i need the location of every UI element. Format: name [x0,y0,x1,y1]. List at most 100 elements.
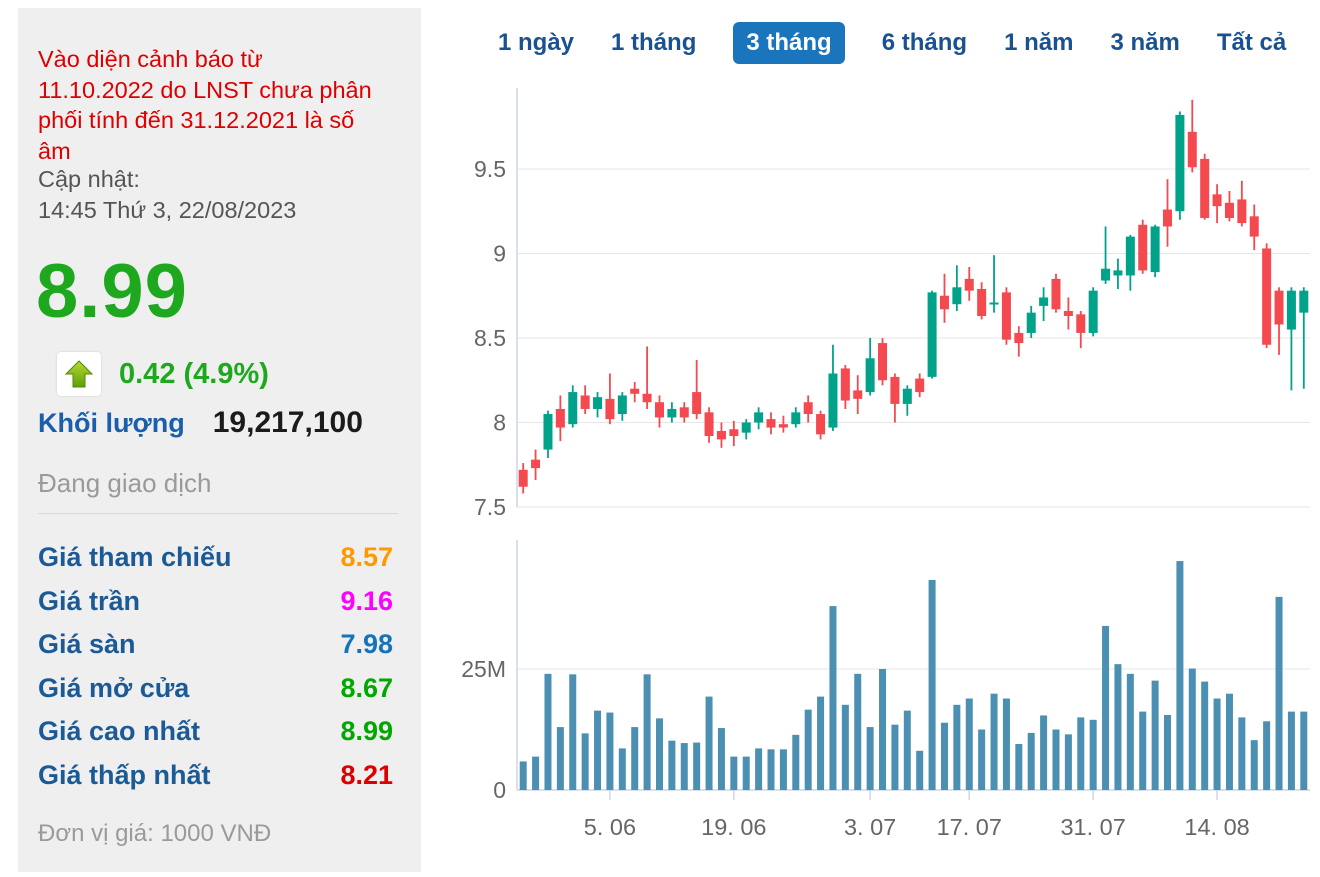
volume-bar [532,756,540,790]
volume-bar [1287,711,1295,790]
price-row-value: 8.99 [340,716,393,747]
volume-bar [1139,711,1147,790]
tab-1-ngày[interactable]: 1 ngày [498,29,575,56]
price-row: Giá trần 9.16 [38,580,393,624]
candle-up [902,388,912,404]
volume-bar [1300,711,1308,790]
volume-row: Khối lượng 19,217,100 [38,406,398,440]
volume-bar [866,727,874,790]
volume-y-tick-label: 25M [461,656,506,682]
candle-up [1125,236,1135,276]
candle-up [1175,114,1185,212]
update-time: 14:45 Thứ 3, 22/08/2023 [38,197,297,223]
candle-down [729,429,739,437]
volume-bar [1151,680,1159,790]
volume-bar [1164,714,1172,790]
tab-6-tháng[interactable]: 6 tháng [881,29,968,56]
volume-bar [643,674,651,790]
price-row-label: Giá tham chiếu [38,542,232,573]
price-y-tick-label: 8 [493,410,506,436]
price-detail-list: Giá tham chiếu 8.57 Giá trần 9.16 Giá sàn 7.9… [38,536,393,797]
x-axis-tick-label: 14. 08 [1184,814,1249,840]
x-axis-tick-label: 17. 07 [937,814,1002,840]
volume-bar [668,740,676,790]
volume-label: Khối lượng [38,408,185,438]
volume-bar [755,748,763,790]
volume-bar [879,669,887,790]
candle-down [766,419,776,428]
candle-up [927,292,937,377]
volume-bar [804,709,812,790]
price-row-value: 8.21 [340,759,393,790]
candle-down [654,402,664,418]
volume-bar [817,696,825,790]
candle-down [1138,224,1148,271]
tab-3-năm[interactable]: 3 năm [1110,29,1180,56]
candle-up [617,395,627,415]
volume-bar [978,729,986,790]
volume-bar [1052,729,1060,790]
candle-up [1026,312,1036,333]
candle-down [1224,202,1234,219]
price-change-value: 0.42 (4.9%) [119,357,269,390]
candle-up [1150,226,1160,273]
price-row-label: Giá thấp nhất [38,759,211,790]
price-row-value: 8.67 [340,672,393,703]
volume-bar [631,727,639,790]
candle-down [1212,194,1222,207]
tab-1-năm[interactable]: 1 năm [1004,29,1074,56]
stock-info-panel: Vào diện cảnh báo từ 11.10.2022 do LNST … [18,8,421,872]
volume-bar [1064,734,1072,790]
volume-bar [1002,698,1010,790]
volume-bar [1040,715,1048,790]
candle-down [964,278,974,291]
price-row-label: Giá sàn [38,629,136,660]
price-y-tick-label: 9.5 [474,156,506,182]
candle-down [1249,216,1259,237]
candle-down [803,402,813,415]
price-row-value: 8.57 [340,542,393,573]
candle-down [977,288,987,317]
volume-bar [1263,721,1271,790]
candle-down [1187,131,1197,168]
volume-bar [841,704,849,790]
candle-down [778,424,788,428]
volume-bar [1275,596,1283,790]
price-row-label: Giá cao nhất [38,716,201,747]
volume-bar [1250,740,1258,790]
volume-bar [705,696,713,790]
tab-Tất-cả[interactable]: Tất cả [1216,29,1287,56]
current-price: 8.99 [36,249,188,334]
price-change-row: 0.42 (4.9%) [57,352,269,396]
tab-3-tháng[interactable]: 3 tháng [733,22,845,64]
candle-up [568,392,578,425]
volume-bar [1102,625,1110,790]
candle-up [1101,268,1111,281]
price-row: Giá mở cửa 8.67 [38,667,393,711]
candle-down [1051,278,1061,310]
price-y-tick-label: 8.5 [474,325,506,351]
candle-up [1039,297,1049,306]
volume-bar [618,748,626,790]
volume-bar [891,724,899,790]
volume-bar [730,756,738,790]
volume-bar [1089,719,1097,790]
volume-bar [928,579,936,790]
candle-down [890,376,900,404]
candle-down [1163,209,1173,227]
volume-bar [792,734,800,790]
volume-bar [680,743,688,790]
candle-up [989,302,999,305]
volume-bar [1114,664,1122,790]
up-arrow-icon [57,352,101,396]
price-row-value: 9.16 [340,585,393,616]
volume-bar [965,698,973,790]
volume-bar [569,674,577,790]
price-row: Giá cao nhất 8.99 [38,710,393,754]
price-row-value: 7.98 [340,629,393,660]
tab-1-tháng[interactable]: 1 tháng [611,29,697,56]
candle-up [741,422,751,433]
candle-up [1113,270,1123,276]
candle-down [1237,199,1247,224]
volume-bar [779,749,787,790]
